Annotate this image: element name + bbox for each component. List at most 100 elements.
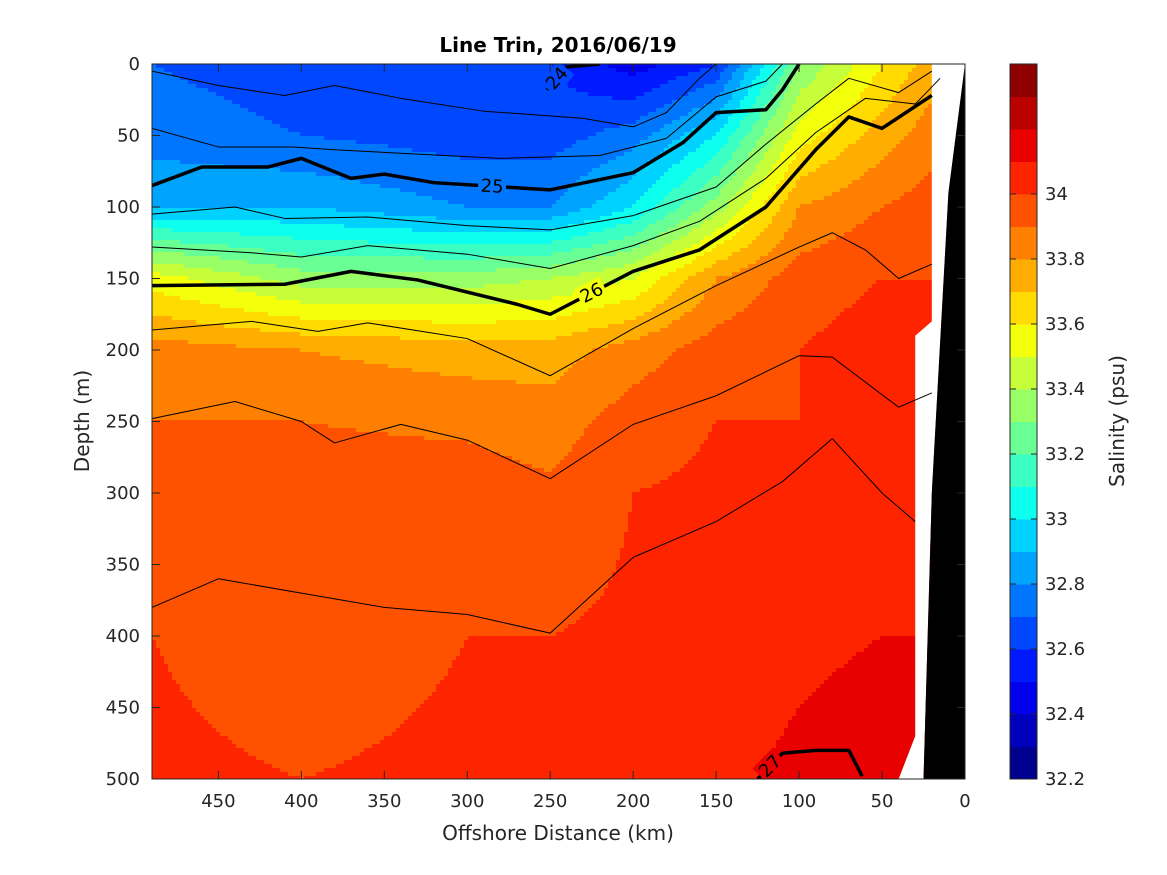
salinity-cell — [196, 376, 201, 381]
salinity-cell — [216, 380, 221, 385]
salinity-cell — [156, 636, 161, 641]
salinity-cell — [172, 72, 177, 77]
salinity-cell — [236, 220, 241, 225]
salinity-cell — [212, 712, 217, 717]
salinity-cell — [180, 568, 185, 573]
salinity-cell — [220, 272, 225, 277]
salinity-cell — [168, 680, 173, 685]
salinity-cell — [248, 360, 253, 365]
salinity-cell — [200, 204, 205, 209]
salinity-cell — [184, 756, 189, 761]
salinity-cell — [228, 280, 233, 285]
salinity-cell — [208, 376, 213, 381]
salinity-cell — [252, 328, 257, 333]
salinity-cell — [204, 144, 209, 149]
salinity-cell — [188, 656, 193, 661]
salinity-cell — [248, 696, 253, 701]
salinity-cell — [176, 204, 181, 209]
salinity-cell — [252, 200, 257, 205]
salinity-cell — [252, 260, 257, 265]
salinity-cell — [192, 456, 197, 461]
salinity-cell — [216, 504, 221, 509]
salinity-cell — [256, 748, 261, 753]
salinity-cell — [216, 100, 221, 105]
salinity-cell — [156, 84, 161, 89]
salinity-cell — [180, 364, 185, 369]
salinity-cell — [168, 300, 173, 305]
salinity-cell — [220, 688, 225, 693]
salinity-cell — [160, 548, 165, 553]
salinity-cell — [156, 132, 161, 137]
salinity-cell — [212, 536, 217, 541]
salinity-cell — [228, 76, 233, 81]
salinity-cell — [212, 660, 217, 665]
salinity-cell — [220, 724, 225, 729]
salinity-cell — [252, 176, 257, 181]
salinity-cell — [172, 440, 177, 445]
salinity-cell — [204, 324, 209, 329]
salinity-cell — [248, 216, 253, 221]
salinity-cell — [232, 128, 237, 133]
salinity-cell — [240, 316, 245, 321]
salinity-cell — [252, 140, 257, 145]
salinity-cell — [232, 440, 237, 445]
salinity-cell — [184, 432, 189, 437]
salinity-cell — [220, 224, 225, 229]
salinity-cell — [196, 400, 201, 405]
salinity-cell — [240, 404, 245, 409]
salinity-cell — [164, 224, 169, 229]
salinity-cell — [236, 260, 241, 265]
salinity-cell — [168, 600, 173, 605]
salinity-cell — [160, 440, 165, 445]
salinity-cell — [232, 656, 237, 661]
salinity-cell — [188, 336, 193, 341]
salinity-cell — [188, 640, 193, 645]
salinity-cell — [196, 384, 201, 389]
salinity-cell — [208, 124, 213, 129]
salinity-cell — [204, 236, 209, 241]
salinity-cell — [164, 212, 169, 217]
salinity-cell — [236, 68, 241, 73]
salinity-cell — [236, 572, 241, 577]
salinity-cell — [184, 400, 189, 405]
salinity-cell — [208, 232, 213, 237]
salinity-cell — [256, 668, 261, 673]
salinity-cell — [224, 716, 229, 721]
salinity-cell — [176, 140, 181, 145]
salinity-cell — [236, 672, 241, 677]
salinity-cell — [172, 240, 177, 245]
salinity-cell — [240, 72, 245, 77]
salinity-cell — [180, 76, 185, 81]
salinity-cell — [252, 388, 257, 393]
salinity-cell — [184, 208, 189, 213]
salinity-cell — [260, 516, 265, 521]
salinity-cell — [204, 520, 209, 525]
salinity-cell — [212, 484, 217, 489]
salinity-cell — [208, 172, 213, 177]
salinity-cell — [160, 172, 165, 177]
salinity-cell — [160, 220, 165, 225]
salinity-cell — [216, 716, 221, 721]
salinity-cell — [200, 292, 205, 297]
salinity-cell — [200, 128, 205, 133]
salinity-cell — [180, 756, 185, 761]
salinity-cell — [200, 396, 205, 401]
salinity-cell — [256, 608, 261, 613]
salinity-cell — [220, 172, 225, 177]
salinity-cell — [196, 516, 201, 521]
salinity-cell — [160, 568, 165, 573]
salinity-cell — [260, 480, 265, 485]
salinity-cell — [156, 564, 161, 569]
salinity-cell — [212, 704, 217, 709]
salinity-cell — [256, 548, 261, 553]
salinity-cell — [240, 240, 245, 245]
salinity-cell — [256, 240, 261, 245]
salinity-cell — [256, 624, 261, 629]
salinity-cell — [224, 64, 229, 69]
salinity-cell — [184, 480, 189, 485]
salinity-cell — [252, 392, 257, 397]
salinity-cell — [220, 752, 225, 757]
salinity-cell — [244, 180, 249, 185]
salinity-cell — [204, 176, 209, 181]
salinity-cell — [220, 604, 225, 609]
